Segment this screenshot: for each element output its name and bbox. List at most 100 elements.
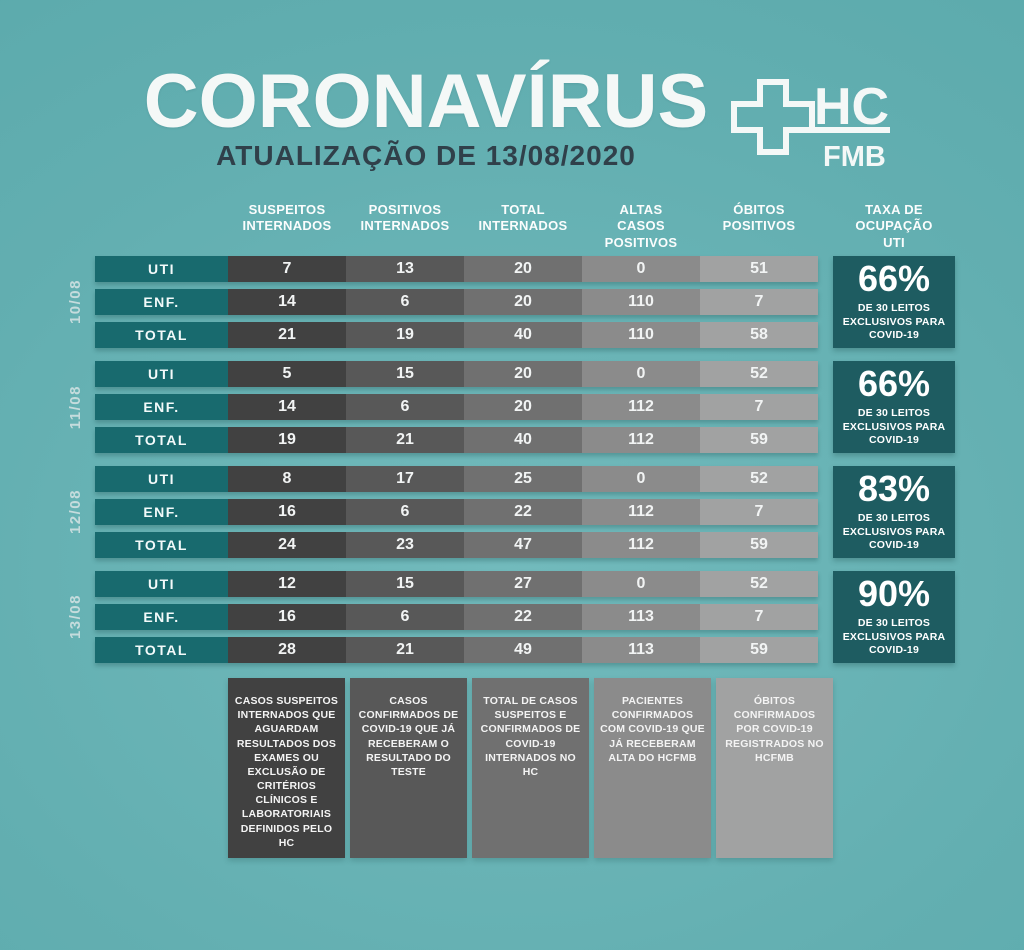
cell-value: 112	[582, 532, 700, 558]
date-label: 13/08	[66, 594, 84, 640]
cell-value: 7	[228, 256, 346, 282]
column-header-taxa-uti: TAXA DE OCUPAÇÃO UTI	[855, 202, 933, 250]
date-group-12-08: 12/08 UTI 8 17 25 0 52 ENF. 16 6 22 112 …	[55, 466, 955, 558]
cell-value: 52	[700, 361, 818, 387]
cell-value: 0	[582, 466, 700, 492]
row-label: UTI	[95, 571, 228, 597]
cell-value: 6	[346, 604, 464, 630]
table-row-enf: ENF. 14 6 20 112 7	[95, 394, 818, 420]
occupancy-percent: 90%	[857, 573, 931, 615]
cell-value: 6	[346, 394, 464, 420]
table-row-enf: ENF. 16 6 22 112 7	[95, 499, 818, 525]
row-label: UTI	[95, 361, 228, 387]
occupancy-note: DE 30 LEITOS EXCLUSIVOS PARA COVID-19	[842, 407, 946, 447]
cell-value: 21	[228, 322, 346, 348]
cell-value: 0	[582, 571, 700, 597]
cell-value: 49	[464, 637, 582, 663]
cell-value: 40	[464, 322, 582, 348]
cell-value: 40	[464, 427, 582, 453]
cell-value: 23	[346, 532, 464, 558]
uti-occupancy-card: 83% DE 30 LEITOS EXCLUSIVOS PARA COVID-1…	[833, 466, 955, 558]
column-header-obitos: ÓBITOS POSITIVOS	[722, 202, 796, 234]
cell-value: 113	[582, 637, 700, 663]
uti-occupancy-card: 66% DE 30 LEITOS EXCLUSIVOS PARA COVID-1…	[833, 256, 955, 348]
cell-value: 24	[228, 532, 346, 558]
legend-note-total: TOTAL DE CASOS SUSPEITOS E CONFIRMADOS D…	[472, 678, 589, 858]
row-label: ENF.	[95, 394, 228, 420]
cell-value: 13	[346, 256, 464, 282]
logo-hc-text: HC	[814, 78, 889, 136]
cell-value: 59	[700, 637, 818, 663]
column-header-total: TOTAL INTERNADOS	[478, 202, 568, 234]
table-row-enf: ENF. 16 6 22 113 7	[95, 604, 818, 630]
cell-value: 19	[228, 427, 346, 453]
data-table: 10/08 UTI 7 13 20 0 51 ENF. 14 6 20 110 …	[55, 256, 955, 676]
hcfmb-logo: HC FMB	[722, 74, 894, 178]
cell-value: 7	[700, 394, 818, 420]
cell-value: 112	[582, 394, 700, 420]
cell-value: 8	[228, 466, 346, 492]
cell-value: 112	[582, 427, 700, 453]
date-label: 12/08	[66, 489, 84, 535]
table-row-total: TOTAL 28 21 49 113 59	[95, 637, 818, 663]
table-row-uti: UTI 8 17 25 0 52	[95, 466, 818, 492]
spacer	[818, 256, 833, 348]
cell-value: 0	[582, 256, 700, 282]
cell-value: 20	[464, 256, 582, 282]
occupancy-percent: 66%	[857, 363, 931, 405]
cell-value: 110	[582, 289, 700, 315]
cell-value: 15	[346, 361, 464, 387]
cell-value: 51	[700, 256, 818, 282]
row-label: ENF.	[95, 289, 228, 315]
table-row-uti: UTI 7 13 20 0 51	[95, 256, 818, 282]
cell-value: 113	[582, 604, 700, 630]
spacer	[818, 361, 833, 453]
cell-value: 21	[346, 427, 464, 453]
cell-value: 28	[228, 637, 346, 663]
row-label: TOTAL	[95, 427, 228, 453]
cell-value: 59	[700, 532, 818, 558]
cell-value: 16	[228, 499, 346, 525]
table-row-total: TOTAL 21 19 40 110 58	[95, 322, 818, 348]
header-spacer	[818, 202, 833, 251]
cell-value: 14	[228, 289, 346, 315]
cell-value: 17	[346, 466, 464, 492]
row-label: ENF.	[95, 604, 228, 630]
cell-value: 27	[464, 571, 582, 597]
occupancy-note: DE 30 LEITOS EXCLUSIVOS PARA COVID-19	[842, 512, 946, 552]
cell-value: 22	[464, 499, 582, 525]
row-label: UTI	[95, 256, 228, 282]
occupancy-note: DE 30 LEITOS EXCLUSIVOS PARA COVID-19	[842, 302, 946, 342]
cell-value: 47	[464, 532, 582, 558]
cell-value: 25	[464, 466, 582, 492]
cell-value: 112	[582, 499, 700, 525]
occupancy-percent: 66%	[857, 258, 931, 300]
occupancy-note: DE 30 LEITOS EXCLUSIVOS PARA COVID-19	[842, 617, 946, 657]
cell-value: 12	[228, 571, 346, 597]
occupancy-percent: 83%	[857, 468, 931, 510]
uti-occupancy-card: 66% DE 30 LEITOS EXCLUSIVOS PARA COVID-1…	[833, 361, 955, 453]
logo-fmb-text: FMB	[823, 141, 886, 173]
cell-value: 110	[582, 322, 700, 348]
row-label: ENF.	[95, 499, 228, 525]
cell-value: 52	[700, 571, 818, 597]
row-label: TOTAL	[95, 532, 228, 558]
legend-note-positivos: CASOS CONFIRMADOS DE COVID-19 QUE JÁ REC…	[350, 678, 467, 858]
cell-value: 19	[346, 322, 464, 348]
medical-cross-icon: HC FMB	[731, 78, 890, 173]
cell-value: 6	[346, 499, 464, 525]
cell-value: 7	[700, 289, 818, 315]
cell-value: 15	[346, 571, 464, 597]
cell-value: 20	[464, 289, 582, 315]
column-header-altas: ALTAS CASOS POSITIVOS	[604, 202, 678, 250]
legend-note-suspeitos: CASOS SUSPEITOS INTERNADOS QUE AGUARDAM …	[228, 678, 345, 858]
column-header-suspeitos: SUSPEITOS INTERNADOS	[242, 202, 332, 234]
table-row-enf: ENF. 14 6 20 110 7	[95, 289, 818, 315]
legend: CASOS SUSPEITOS INTERNADOS QUE AGUARDAM …	[228, 678, 833, 858]
page-title: CORONAVÍRUS	[143, 59, 709, 144]
cell-value: 59	[700, 427, 818, 453]
table-row-total: TOTAL 19 21 40 112 59	[95, 427, 818, 453]
spacer	[818, 571, 833, 663]
table-row-total: TOTAL 24 23 47 112 59	[95, 532, 818, 558]
